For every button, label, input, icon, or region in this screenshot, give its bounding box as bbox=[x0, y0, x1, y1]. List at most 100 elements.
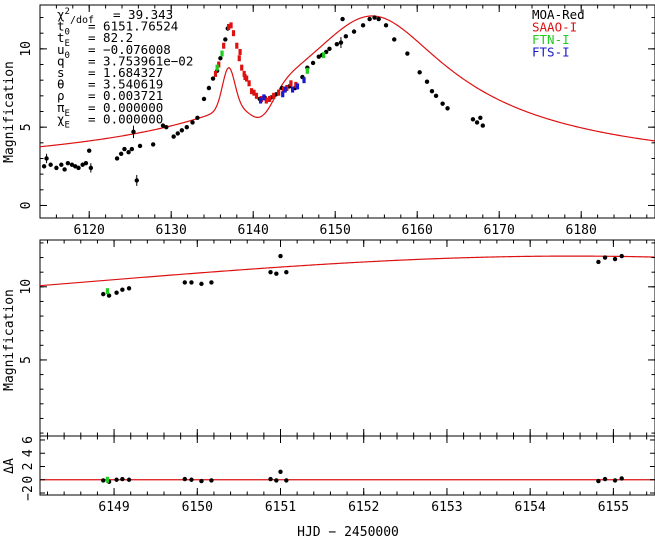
bottom-point-moa-red bbox=[602, 476, 608, 482]
middle-point-moa-red bbox=[106, 293, 112, 298]
param-label: χE bbox=[57, 111, 70, 130]
top-ytick-label: 0 bbox=[19, 202, 34, 210]
top-point-saao-i bbox=[243, 74, 247, 81]
top-point-fts-i bbox=[295, 83, 300, 90]
top-point-moa-red bbox=[171, 134, 176, 139]
bottom-xtick-label: 6152 bbox=[348, 500, 379, 515]
top-point-moa-red bbox=[334, 41, 340, 47]
bottom-point-moa-red bbox=[596, 478, 601, 484]
top-xtick-label: 6160 bbox=[402, 223, 433, 238]
param-value: = 0.000000 bbox=[88, 100, 163, 115]
top-point-saao-i bbox=[245, 75, 249, 82]
param-label: χ2/dof bbox=[57, 7, 94, 26]
top-point-moa-red bbox=[134, 178, 139, 183]
top-point-moa-red bbox=[122, 146, 127, 152]
bottom-ytick-label: 6 bbox=[21, 436, 36, 444]
middle-ytick-label: 10 bbox=[19, 279, 34, 295]
top-point-moa-red bbox=[201, 96, 207, 102]
top-point-fts-i bbox=[281, 91, 285, 98]
top-point-moa-red bbox=[392, 37, 397, 42]
top-point-moa-red bbox=[164, 124, 169, 130]
bottom-point-moa-red bbox=[619, 476, 624, 481]
top-point-saao-i bbox=[272, 92, 276, 99]
bottom-xtick-label: 6154 bbox=[515, 500, 546, 515]
top-xtick-label: 6120 bbox=[74, 223, 105, 238]
top-point-moa-red bbox=[126, 150, 131, 155]
bottom-point-ftn-i bbox=[105, 476, 110, 483]
top-point-moa-red bbox=[87, 148, 92, 153]
param-value: = −0.076008 bbox=[88, 42, 171, 57]
top-point-fts-i bbox=[302, 77, 306, 84]
top-point-saao-i bbox=[294, 81, 298, 88]
middle-panel-frame bbox=[39, 239, 655, 437]
middle-point-moa-red bbox=[182, 280, 188, 285]
bottom-point-moa-red bbox=[182, 476, 188, 482]
bottom-xtick-label: 6151 bbox=[265, 500, 296, 515]
top-point-moa-red bbox=[351, 29, 357, 34]
top-point-moa-red bbox=[372, 15, 377, 20]
top-point-saao-i bbox=[252, 89, 256, 96]
top-point-saao-i bbox=[247, 80, 251, 87]
top-point-moa-red bbox=[73, 164, 78, 169]
top-point-moa-red bbox=[429, 88, 435, 94]
top-point-ftn-i bbox=[215, 64, 219, 71]
top-point-moa-red bbox=[131, 129, 136, 135]
top-point-moa-red bbox=[129, 146, 135, 152]
top-point-moa-red bbox=[433, 93, 439, 99]
middle-point-moa-red bbox=[596, 259, 601, 265]
bottom-point-moa-red bbox=[612, 478, 618, 483]
top-point-ftn-i bbox=[305, 67, 309, 74]
bottom-ytick-label: 2 bbox=[21, 463, 36, 471]
middle-point-moa-red bbox=[619, 253, 624, 259]
top-point-moa-red bbox=[424, 79, 430, 84]
bottom-point-moa-red bbox=[126, 477, 132, 482]
middle-point-moa-red bbox=[101, 291, 106, 297]
middle-point-moa-red bbox=[284, 269, 289, 275]
param-value: = 0.000000 bbox=[88, 111, 163, 126]
top-point-saao-i bbox=[285, 85, 289, 92]
top-point-saao-i bbox=[249, 88, 254, 95]
x-axis-label: HJD − 2450000 bbox=[297, 525, 399, 540]
top-point-moa-red bbox=[223, 37, 228, 42]
top-point-moa-red bbox=[118, 151, 124, 156]
middle-point-moa-red bbox=[209, 280, 214, 285]
bottom-xtick-label: 6155 bbox=[598, 500, 629, 515]
middle-point-moa-red bbox=[278, 253, 283, 259]
param-value: = 3.540619 bbox=[88, 77, 163, 92]
param-label: tE bbox=[57, 30, 70, 49]
top-point-moa-red bbox=[405, 51, 410, 56]
top-point-moa-red bbox=[44, 156, 49, 161]
top-ytick-label: 5 bbox=[19, 123, 34, 131]
param-value: = 82.2 bbox=[88, 30, 133, 45]
top-point-moa-red bbox=[367, 16, 372, 22]
bottom-xtick-label: 6150 bbox=[182, 500, 213, 515]
top-point-moa-red bbox=[474, 120, 480, 125]
bottom-point-moa-red bbox=[114, 477, 119, 482]
bottom-point-moa-red bbox=[278, 469, 283, 474]
middle-point-moa-red bbox=[114, 290, 119, 295]
top-ylabel: Magnification bbox=[2, 61, 17, 163]
top-point-saao-i bbox=[240, 64, 244, 71]
bottom-point-moa-red bbox=[199, 478, 204, 484]
param-value: = 0.003721 bbox=[88, 88, 163, 103]
top-xtick-label: 6140 bbox=[238, 223, 269, 238]
top-point-moa-red bbox=[48, 162, 53, 167]
data-points bbox=[41, 15, 624, 484]
bottom-point-moa-red bbox=[209, 478, 214, 483]
param-label: s bbox=[57, 65, 65, 80]
top-point-saao-i bbox=[227, 23, 231, 30]
top-point-moa-red bbox=[376, 16, 381, 22]
top-point-saao-i bbox=[289, 80, 293, 87]
top-point-moa-red bbox=[478, 115, 483, 120]
top-point-moa-red bbox=[327, 46, 332, 52]
top-point-moa-red bbox=[62, 167, 67, 172]
top-point-saao-i bbox=[229, 22, 233, 29]
middle-point-moa-red bbox=[274, 271, 279, 276]
param-value: = 1.684327 bbox=[88, 65, 163, 80]
top-point-moa-red bbox=[54, 165, 59, 171]
top-point-moa-red bbox=[417, 70, 422, 75]
top-point-moa-red bbox=[383, 23, 389, 28]
top-xtick-label: 6170 bbox=[484, 223, 515, 238]
top-point-fts-i bbox=[283, 86, 287, 93]
